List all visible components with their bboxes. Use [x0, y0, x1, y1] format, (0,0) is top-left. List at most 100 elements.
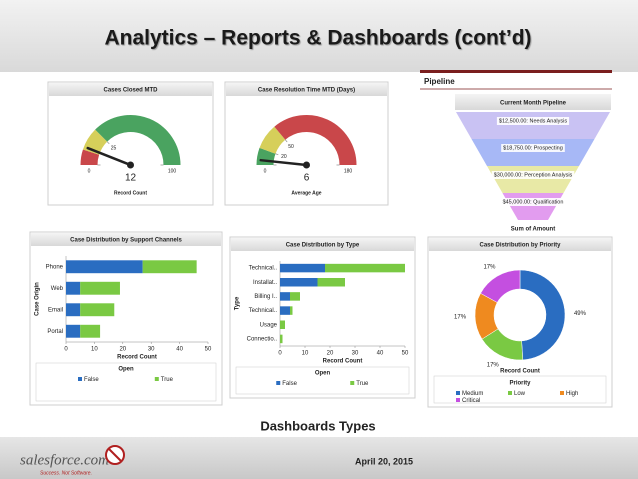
panel-header [49, 83, 212, 96]
chart-header [455, 94, 611, 110]
y-tick-label: Email [48, 307, 63, 313]
y-tick-label: Web [51, 286, 64, 292]
slice-label: 17% [483, 264, 496, 270]
panel-title: Case Distribution by Support Channels [70, 238, 182, 244]
x-tick-label: 10 [302, 351, 309, 357]
x-tick-label: 10 [91, 347, 98, 353]
gauge-value: 12 [125, 173, 137, 184]
legend-swatch [276, 381, 281, 385]
y-tick-label: Usage [260, 322, 278, 328]
gauge-hub [303, 161, 310, 169]
x-axis-label: Record Count [323, 359, 363, 365]
bar [66, 303, 81, 317]
gauge-band [256, 147, 276, 166]
panel-title: Cases Closed MTD [103, 88, 158, 94]
funnel-label-bg [500, 198, 566, 206]
gauge-label: Average Age [291, 190, 321, 196]
panel-rule [420, 70, 612, 73]
y-tick-label: Technical.. [249, 266, 278, 272]
legend-label: False [282, 381, 297, 387]
y-tick-label: Portal [47, 329, 63, 335]
y-tick-label: Phone [46, 264, 64, 270]
x-tick-label: 30 [352, 351, 359, 357]
gauge-tick [106, 141, 110, 144]
funnel-label: $30,000.00: Perception Analysis [494, 172, 573, 178]
panel [47, 81, 214, 206]
gauge-tick-label: 180 [344, 168, 353, 174]
bar [80, 303, 115, 317]
bar [290, 292, 300, 301]
donut-slice [519, 269, 566, 361]
panel-title: Case Distribution by Priority [479, 243, 561, 249]
x-tick-label: 40 [377, 351, 384, 357]
gauge-band [82, 129, 108, 156]
gauge-tick-label: 0 [264, 168, 267, 174]
bar [317, 278, 345, 287]
gauge-tick-label: 25 [111, 145, 117, 151]
x-axis-label: Record Count [117, 355, 157, 361]
bar [280, 334, 283, 344]
legend-title: Open [315, 371, 331, 377]
legend-title: Open [118, 367, 134, 373]
x-tick-label: 0 [278, 351, 282, 357]
legend-label: False [84, 377, 99, 383]
gauge-needle [259, 158, 308, 167]
y-tick-label: Installat.. [253, 280, 277, 286]
bar [325, 263, 405, 273]
funnel-label: $45,000.00: Qualification [503, 199, 564, 205]
y-tick-label: Billing I.. [254, 294, 277, 300]
slice-label: 17% [454, 314, 467, 320]
tagline: Success. Not Software. [40, 470, 92, 476]
panel-header [231, 238, 414, 251]
panel-title: Case Resolution Time MTD (Days) [258, 88, 355, 94]
bar [280, 263, 325, 273]
y-tick-label: Connectio.. [247, 336, 278, 342]
legend-label: True [356, 381, 369, 387]
gauge-tick-label: 50 [288, 144, 294, 150]
gauge-band [259, 126, 286, 155]
legend-swatch [508, 391, 512, 395]
legend-swatch [456, 391, 460, 395]
gauge-tick [275, 153, 279, 156]
legend-label: Low [514, 391, 526, 397]
bar [66, 281, 81, 295]
logo: salesforce.com [20, 452, 109, 468]
panel-title: Case Distribution by Type [286, 243, 360, 249]
legend-swatch [78, 377, 82, 381]
funnel-label: $18,750.00: Prospecting [503, 145, 563, 151]
slice-label: 49% [574, 311, 587, 317]
legend-label: Medium [462, 391, 483, 397]
funnel-label-bg [491, 171, 575, 179]
legend-label: High [566, 391, 578, 397]
bar [80, 324, 101, 338]
legend-label: Critical [462, 398, 480, 404]
bar [66, 324, 81, 338]
legend-swatch [456, 398, 460, 402]
slice-label: 17% [487, 362, 500, 368]
funnel-stage [456, 112, 610, 139]
funnel-label: $12,500.00: Needs Analysis [499, 118, 567, 124]
date: April 20, 2015 [355, 456, 413, 466]
legend-label: True [161, 377, 174, 383]
panel-header [226, 83, 387, 96]
legend-box [35, 362, 217, 402]
bar [280, 306, 290, 315]
x-axis-label: Record Count [500, 369, 540, 375]
panel [224, 81, 389, 206]
gauge-band [95, 115, 181, 166]
gauge-tick-label: 0 [88, 168, 91, 174]
x-tick-label: 50 [402, 351, 409, 357]
bar [280, 278, 318, 287]
donut-slice [480, 269, 521, 303]
x-tick-label: 50 [205, 347, 212, 353]
badge-slash [108, 448, 122, 462]
x-tick-label: 20 [327, 351, 334, 357]
legend-swatch [350, 381, 355, 385]
bar [280, 292, 290, 301]
gauge-band [80, 149, 100, 166]
gauge-needle [86, 146, 132, 167]
bar [80, 281, 120, 295]
panel-header [31, 233, 221, 246]
bar [280, 320, 285, 329]
caption: Dashboards Types [260, 418, 375, 433]
